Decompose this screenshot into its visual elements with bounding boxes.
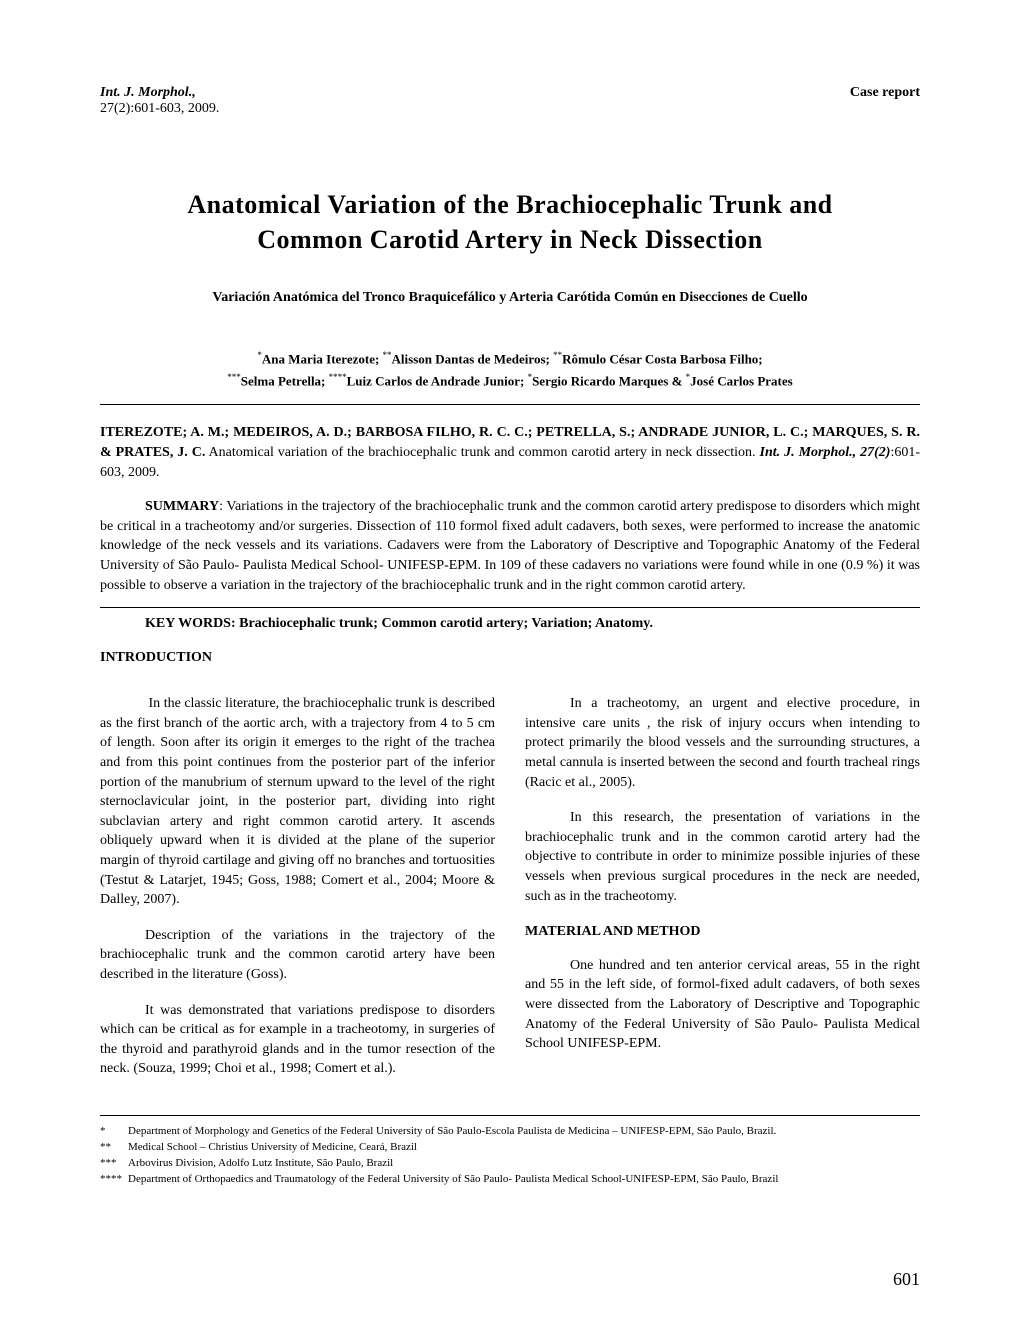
citation-block: ITEREZOTE; A. M.; MEDEIROS, A. D.; BARBO… (100, 423, 920, 482)
footnote-text: Medical School – Christius University of… (128, 1140, 417, 1156)
paragraph-text: In the classic literature, the brachioce… (100, 696, 495, 907)
paragraph-text: In a tracheotomy, an urgent and elective… (525, 696, 920, 789)
footnote-text: Department of Orthopaedics and Traumatol… (128, 1172, 778, 1188)
paragraph: In this research, the presentation of va… (525, 808, 920, 906)
journal-line2: 27(2):601-603, 2009. (100, 101, 219, 117)
paragraph: Description of the variations in the tra… (100, 926, 495, 985)
case-report-label: Case report (850, 85, 920, 117)
footnote: *Department of Morphology and Genetics o… (100, 1124, 920, 1140)
paragraph: One hundred and ten anterior cervical ar… (525, 956, 920, 1054)
right-column: In a tracheotomy, an urgent and elective… (525, 694, 920, 1095)
summary-block: SUMMARY: Variations in the trajectory of… (100, 497, 920, 595)
divider-rule (100, 404, 920, 405)
page-number: 601 (893, 1269, 920, 1290)
citation-title: Anatomical variation of the brachiocepha… (205, 445, 759, 460)
paragraph-text: It was demonstrated that variations pred… (100, 1003, 495, 1077)
footnote-marker: * (100, 1124, 128, 1140)
article-subtitle: Variación Anatómica del Tronco Braquicef… (100, 287, 920, 308)
title-line2: Common Carotid Artery in Neck Dissection (100, 222, 920, 257)
paragraph: In a tracheotomy, an urgent and elective… (525, 694, 920, 792)
footnote: ***Arbovirus Division, Adolfo Lutz Insti… (100, 1156, 920, 1172)
paragraph: In the classic literature, the brachioce… (100, 694, 495, 910)
footnotes-rule (100, 1115, 920, 1116)
paragraph: It was demonstrated that variations pred… (100, 1001, 495, 1079)
citation-journal: Int. J. Morphol., 27(2) (760, 445, 891, 460)
divider-rule (100, 607, 920, 608)
footnotes: *Department of Morphology and Genetics o… (100, 1124, 920, 1188)
footnote-marker: ** (100, 1140, 128, 1156)
header-row: Int. J. Morphol., 27(2):601-603, 2009. C… (100, 85, 920, 117)
footnote-text: Arbovirus Division, Adolfo Lutz Institut… (128, 1156, 393, 1172)
left-column: In the classic literature, the brachioce… (100, 694, 495, 1095)
paragraph-text: In this research, the presentation of va… (525, 810, 920, 903)
paragraph-text: One hundred and ten anterior cervical ar… (525, 958, 920, 1051)
footnote-marker: *** (100, 1156, 128, 1172)
keywords: KEY WORDS: Brachiocephalic trunk; Common… (145, 616, 920, 632)
footnote-marker: **** (100, 1172, 128, 1188)
material-heading: MATERIAL AND METHOD (525, 922, 920, 942)
article-title: Anatomical Variation of the Brachiocepha… (100, 187, 920, 257)
introduction-heading: INTRODUCTION (100, 650, 920, 666)
footnote: **Medical School – Christius University … (100, 1140, 920, 1156)
summary-text: : Variations in the trajectory of the br… (100, 499, 920, 592)
paragraph-text: Description of the variations in the tra… (100, 928, 495, 982)
authors-list: *Ana Maria Iterezote; **Alisson Dantas d… (100, 348, 920, 392)
journal-line1: Int. J. Morphol., (100, 85, 219, 101)
footnote: ****Department of Orthopaedics and Traum… (100, 1172, 920, 1188)
body-columns: In the classic literature, the brachioce… (100, 694, 920, 1095)
journal-info: Int. J. Morphol., 27(2):601-603, 2009. (100, 85, 219, 117)
title-line1: Anatomical Variation of the Brachiocepha… (100, 187, 920, 222)
summary-label: SUMMARY (145, 499, 219, 514)
footnote-text: Department of Morphology and Genetics of… (128, 1124, 776, 1140)
